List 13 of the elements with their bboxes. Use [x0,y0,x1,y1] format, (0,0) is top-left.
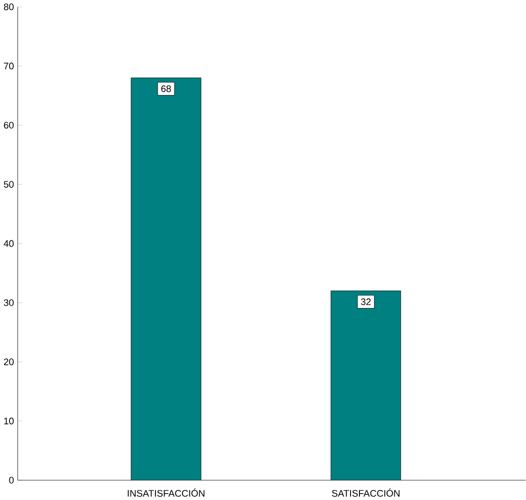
y-tick-label: 70 [4,62,14,70]
data-label: 32 [361,298,371,306]
y-tick-label: 0 [9,476,14,484]
y-tick-label: 40 [4,240,14,247]
y-tick-label: 10 [4,418,14,424]
x-tick-label: SATISFACCIÓN [332,488,400,497]
data-label: 68 [161,85,171,92]
y-tick-label: 30 [4,299,14,306]
y-tick-label: 80 [4,3,14,10]
y-tick-label: 20 [4,358,14,366]
y-tick-label: 50 [4,180,14,188]
y-tick-label: 60 [4,122,14,128]
x-tick-label: INSATISFACCIÓN [128,488,204,497]
